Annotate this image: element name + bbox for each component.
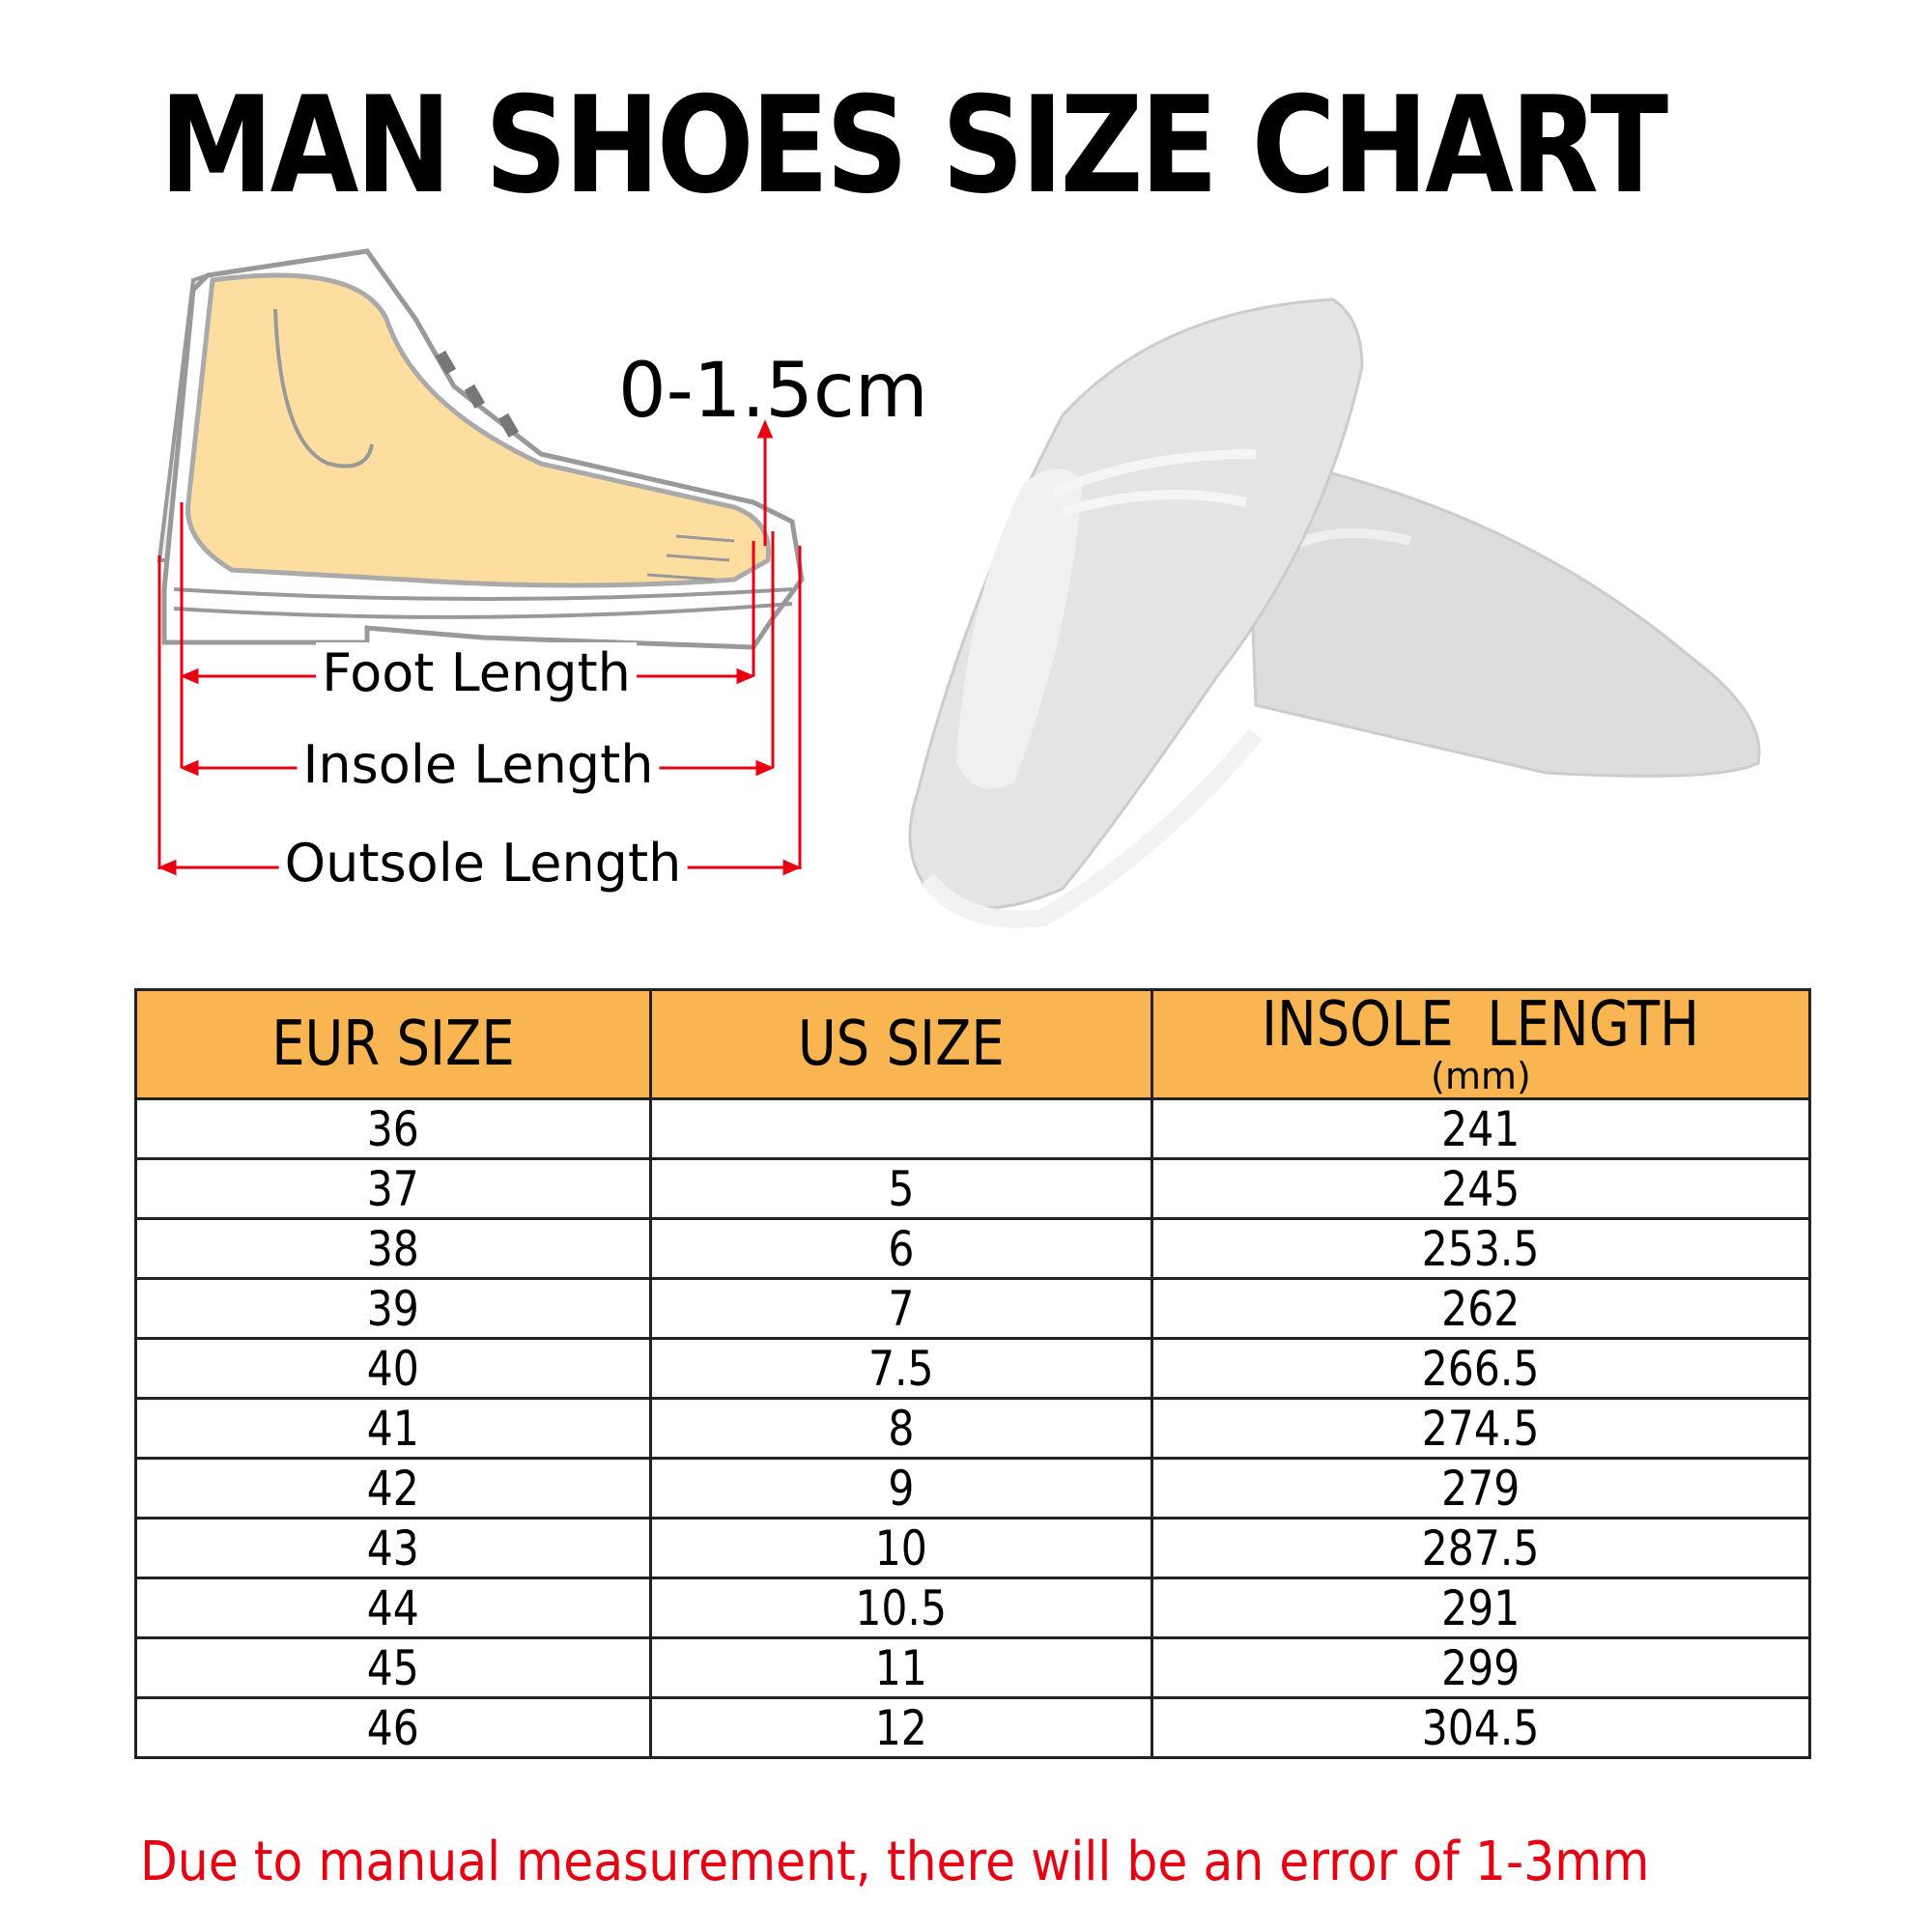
table-row: 43 10 287.5 bbox=[134, 1517, 1811, 1579]
cell-eur-size: 44 bbox=[134, 1577, 652, 1639]
foot-length-label: Foot Length bbox=[316, 642, 637, 703]
table-header-row: EUR SIZE US SIZE INSOLE LENGTH (mm) bbox=[134, 988, 1811, 1100]
measurement-note: Due to manual measurement, there will be… bbox=[140, 1831, 1650, 1893]
insole-length-label: Insole Length bbox=[297, 734, 660, 795]
table-row: 45 11 299 bbox=[134, 1636, 1811, 1699]
cell-insole-length: 304.5 bbox=[1151, 1696, 1811, 1759]
cell-us-size: 7.5 bbox=[649, 1337, 1153, 1400]
cell-eur-size: 36 bbox=[134, 1097, 652, 1160]
cell-insole-length: 266.5 bbox=[1151, 1337, 1811, 1400]
cell-us-size: 7 bbox=[649, 1277, 1153, 1340]
cell-eur-size: 37 bbox=[134, 1157, 652, 1220]
cell-us-size: 11 bbox=[649, 1636, 1153, 1699]
cell-us-size bbox=[649, 1097, 1153, 1160]
cell-eur-size: 39 bbox=[134, 1277, 652, 1340]
header-unit: (mm) bbox=[1431, 1055, 1531, 1097]
cell-eur-size: 46 bbox=[134, 1696, 652, 1759]
table-row: 37 5 245 bbox=[134, 1157, 1811, 1220]
table-row: 39 7 262 bbox=[134, 1277, 1811, 1340]
cell-insole-length: 299 bbox=[1151, 1636, 1811, 1699]
cell-us-size: 12 bbox=[649, 1696, 1153, 1759]
cell-us-size: 10.5 bbox=[649, 1577, 1153, 1639]
cell-insole-length: 274.5 bbox=[1151, 1397, 1811, 1460]
foot-diagram bbox=[156, 248, 805, 876]
cell-insole-length: 245 bbox=[1151, 1157, 1811, 1220]
cell-us-size: 6 bbox=[649, 1217, 1153, 1280]
cell-eur-size: 45 bbox=[134, 1636, 652, 1699]
cell-insole-length: 287.5 bbox=[1151, 1517, 1811, 1579]
cell-insole-length: 279 bbox=[1151, 1457, 1811, 1520]
cell-eur-size: 42 bbox=[134, 1457, 652, 1520]
header-us-size: US SIZE bbox=[649, 988, 1153, 1100]
size-table: EUR SIZE US SIZE INSOLE LENGTH (mm) 36 241… bbox=[134, 988, 1811, 1759]
cell-insole-length: 291 bbox=[1151, 1577, 1811, 1639]
outsole-length-label: Outsole Length bbox=[278, 833, 688, 894]
toe-gap-label: 0-1.5cm bbox=[618, 348, 928, 435]
table-row: 40 7.5 266.5 bbox=[134, 1337, 1811, 1400]
table-row: 41 8 274.5 bbox=[134, 1397, 1811, 1460]
cell-insole-length: 253.5 bbox=[1151, 1217, 1811, 1280]
cell-eur-size: 38 bbox=[134, 1217, 652, 1280]
cell-eur-size: 40 bbox=[134, 1337, 652, 1400]
shoe-illustrations bbox=[156, 248, 1761, 928]
cell-insole-length: 241 bbox=[1151, 1097, 1811, 1160]
table-row: 36 241 bbox=[134, 1097, 1811, 1160]
shoe-photo bbox=[908, 298, 1761, 928]
cell-insole-length: 262 bbox=[1151, 1277, 1811, 1340]
cell-eur-size: 43 bbox=[134, 1517, 652, 1579]
cell-us-size: 5 bbox=[649, 1157, 1153, 1220]
table-row: 38 6 253.5 bbox=[134, 1217, 1811, 1280]
page-title: MAN SHOES SIZE CHART bbox=[159, 68, 1668, 223]
cell-eur-size: 41 bbox=[134, 1397, 652, 1460]
table-row: 44 10.5 291 bbox=[134, 1577, 1811, 1639]
header-eur-size: EUR SIZE bbox=[134, 988, 652, 1100]
table-row: 46 12 304.5 bbox=[134, 1696, 1811, 1759]
table-row: 42 9 279 bbox=[134, 1457, 1811, 1520]
cell-us-size: 10 bbox=[649, 1517, 1153, 1579]
cell-us-size: 9 bbox=[649, 1457, 1153, 1520]
header-insole-length: INSOLE LENGTH (mm) bbox=[1151, 988, 1811, 1100]
cell-us-size: 8 bbox=[649, 1397, 1153, 1460]
